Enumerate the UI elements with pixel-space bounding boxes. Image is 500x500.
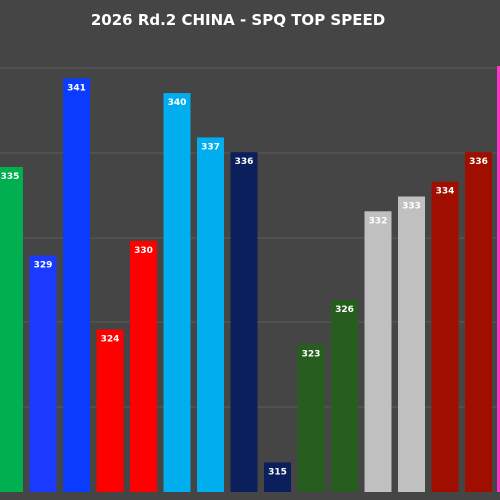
bar-label-1: 329 <box>34 261 53 271</box>
bar-label-3: 324 <box>101 334 120 344</box>
chart-title: 2026 Rd.2 CHINA - SPQ TOP SPEED <box>91 11 385 29</box>
bar-label-8: 315 <box>268 467 287 477</box>
bar-label-6: 337 <box>201 142 220 152</box>
bar-label-4: 330 <box>134 246 153 256</box>
bar-13 <box>431 181 459 492</box>
bar-5 <box>163 93 191 492</box>
bar-10 <box>331 299 358 492</box>
bar-label-9: 323 <box>302 349 321 359</box>
bar-3 <box>96 329 124 492</box>
bar-6 <box>197 137 224 492</box>
bar-label-2: 341 <box>67 83 86 93</box>
bars <box>0 66 500 493</box>
bar-label-7: 336 <box>235 157 254 167</box>
bar-label-12: 333 <box>402 202 421 212</box>
bar-8 <box>264 462 291 492</box>
bar-label-14: 336 <box>469 157 488 167</box>
bar-label-11: 332 <box>369 216 388 226</box>
bar-label-10: 326 <box>335 305 354 315</box>
bar-label-5: 340 <box>168 98 187 108</box>
bar-12 <box>398 196 425 493</box>
bar-0 <box>0 166 23 492</box>
bar-1 <box>29 255 57 492</box>
bar-2 <box>63 78 90 493</box>
bar-11 <box>364 211 392 492</box>
bar-14 <box>465 152 492 492</box>
value-labels: 335 329 341 324 330 340 337 336 315 323 326 332 333 3… <box>1 83 488 477</box>
bar-label-13: 334 <box>436 187 455 197</box>
bar-edge <box>497 66 500 492</box>
bar-9 <box>297 344 325 492</box>
bar-7 <box>230 152 258 492</box>
bar-label-0: 335 <box>1 172 20 182</box>
bar-4 <box>130 240 157 492</box>
